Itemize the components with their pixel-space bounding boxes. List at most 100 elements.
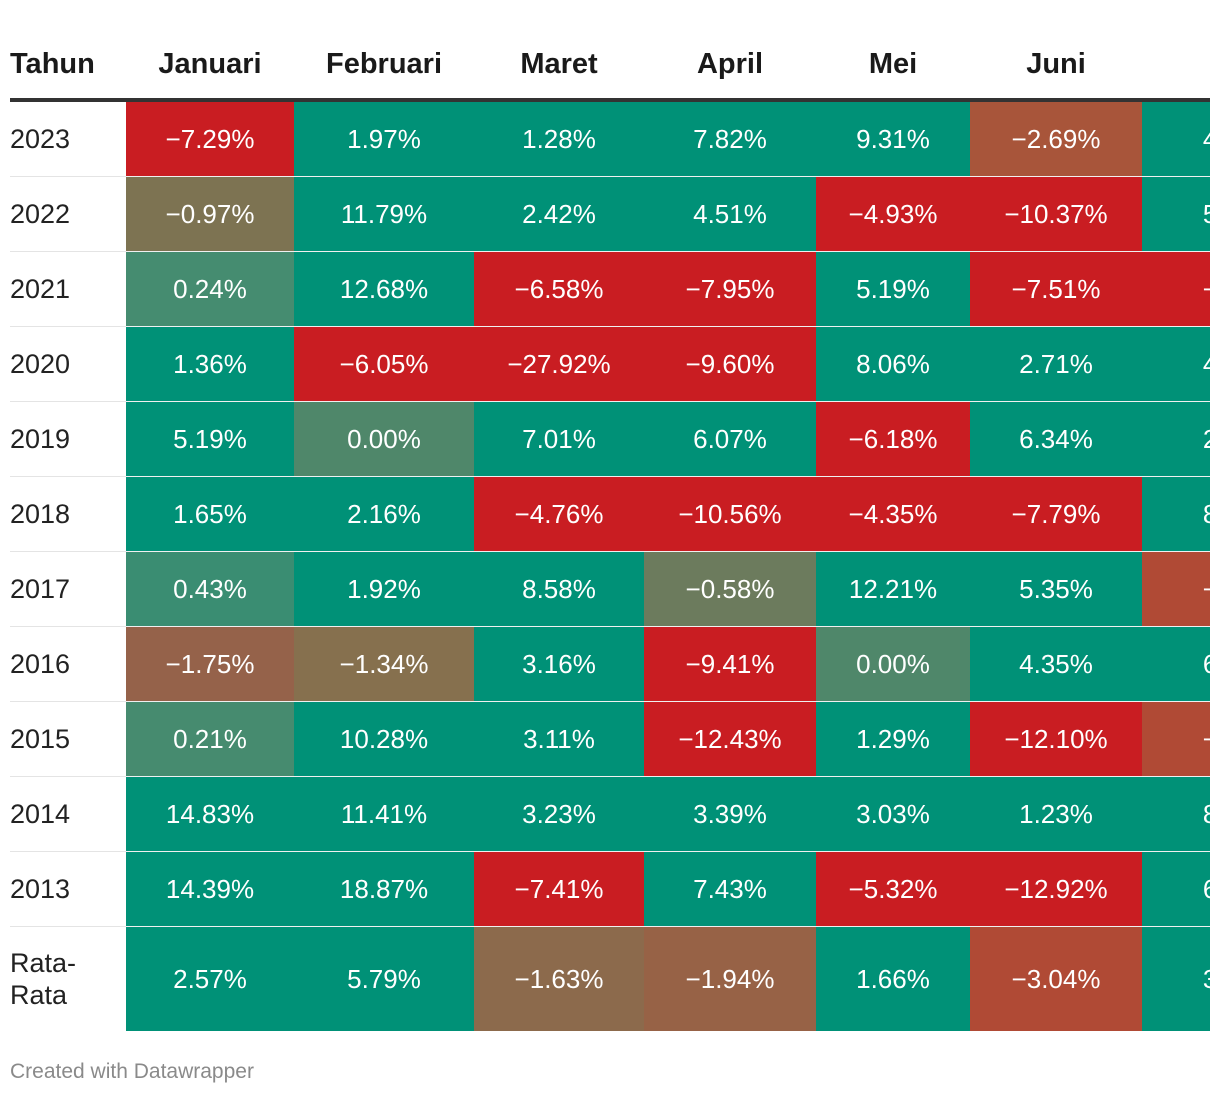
- heatmap-cell: 1.36%: [126, 326, 294, 402]
- heatmap-cell: 3.11%: [474, 701, 644, 777]
- heatmap-cell: 12.68%: [294, 251, 474, 327]
- heatmap-cell: 14.83%: [126, 776, 294, 852]
- heatmap-cell: 9.31%: [816, 100, 970, 177]
- heatmap-cell: 10.28%: [294, 701, 474, 777]
- heatmap-cell: −27.92%: [474, 326, 644, 402]
- heatmap-cell: 5.35%: [970, 551, 1142, 627]
- heatmap-cell: 8.06%: [816, 326, 970, 402]
- heatmap-cell: 1.97%: [294, 100, 474, 177]
- heatmap-cell: 6.34%: [970, 401, 1142, 477]
- returns-heatmap-table: TahunJanuariFebruariMaretAprilMeiJuniJ 2…: [10, 30, 1210, 1031]
- heatmap-cell: 3.39%: [644, 776, 816, 852]
- heatmap-cell: −9.60%: [644, 326, 816, 402]
- heatmap-cell: 1.23%: [970, 776, 1142, 852]
- heatmap-cell: 7.01%: [474, 401, 644, 477]
- heatmap-cell: −1.75%: [126, 626, 294, 702]
- heatmap-cell: −12.10%: [970, 701, 1142, 777]
- heatmap-cell: 2.71%: [970, 326, 1142, 402]
- heatmap-cell: −5.: [1142, 251, 1210, 327]
- heatmap-cell: 5.19%: [816, 251, 970, 327]
- heatmap-cell: 2.16%: [294, 476, 474, 552]
- heatmap-cell: 0.21%: [126, 701, 294, 777]
- heatmap-cell: 0.24%: [126, 251, 294, 327]
- heatmap-cell: 18.87%: [294, 851, 474, 927]
- column-header-month: Mei: [816, 30, 970, 102]
- table-row: 20201.36%−6.05%−27.92%−9.60%8.06%2.71%4.…: [10, 326, 1210, 402]
- heatmap-cell: −7.29%: [126, 100, 294, 177]
- heatmap-cell: −10.37%: [970, 176, 1142, 252]
- heatmap-cell: 5.79%: [294, 926, 474, 1031]
- heatmap-cell: 8.4: [1142, 776, 1210, 852]
- heatmap-cell: −12.43%: [644, 701, 816, 777]
- heatmap-cell: 7.43%: [644, 851, 816, 927]
- heatmap-cell: 1.92%: [294, 551, 474, 627]
- heatmap-cell: 6.07%: [644, 401, 816, 477]
- heatmap-cell: 7.82%: [644, 100, 816, 177]
- row-label: 2015: [10, 701, 126, 777]
- heatmap-cell: −12.92%: [970, 851, 1142, 927]
- heatmap-cell: 1.66%: [816, 926, 970, 1031]
- heatmap-cell: −4.76%: [474, 476, 644, 552]
- row-label: 2022: [10, 176, 126, 252]
- table-row: 2022−0.97%11.79%2.42%4.51%−4.93%−10.37%5…: [10, 176, 1210, 252]
- heatmap-cell: 5.19%: [126, 401, 294, 477]
- table-body: 2023−7.29%1.97%1.28%7.82%9.31%−2.69%4.12…: [10, 100, 1210, 1031]
- table-row: 2013 14.39% 18.87% −7.41% 7.43% −5.32% −12.92%…: [10, 851, 1210, 927]
- row-label: 2019: [10, 401, 126, 477]
- heatmap-cell: 0.00%: [816, 626, 970, 702]
- heatmap-cell: −0.58%: [644, 551, 816, 627]
- heatmap-cell: 1.28%: [474, 100, 644, 177]
- heatmap-cell: −7.79%: [970, 476, 1142, 552]
- heatmap-cell: 2.7: [1142, 401, 1210, 477]
- heatmap-cell: −7.51%: [970, 251, 1142, 327]
- heatmap-cell: 4.35%: [970, 626, 1142, 702]
- heatmap-cell: 6.4: [1142, 851, 1210, 927]
- heatmap-cell: −1.34%: [294, 626, 474, 702]
- heatmap-cell: −1.63%: [474, 926, 644, 1031]
- datawrapper-credit: Created with Datawrapper: [10, 1060, 254, 1083]
- table-row: 2016−1.75%−1.34%3.16%−9.41%0.00%4.35%6.7: [10, 626, 1210, 702]
- heatmap-cell: −4.35%: [816, 476, 970, 552]
- table-row: 20181.65%2.16%−4.76%−10.56%−4.35%−7.79%8…: [10, 476, 1210, 552]
- heatmap-cell: 6.7: [1142, 626, 1210, 702]
- column-header-month: J: [1142, 30, 1210, 102]
- heatmap-cell: 3.23%: [474, 776, 644, 852]
- heatmap-cell: −3.: [1142, 551, 1210, 627]
- table-header: TahunJanuariFebruariMaretAprilMeiJuniJ: [10, 30, 1210, 102]
- heatmap-cell: −6.58%: [474, 251, 644, 327]
- heatmap-cell: 8.58%: [474, 551, 644, 627]
- table-row: 20150.21%10.28%3.11%−12.43%1.29%−12.10%−…: [10, 701, 1210, 777]
- heatmap-table: TahunJanuariFebruariMaretAprilMeiJuniJ 2…: [10, 30, 1210, 1031]
- table-row: 20210.24%12.68%−6.58%−7.95%5.19%−7.51%−5…: [10, 251, 1210, 327]
- row-label: 2013: [10, 851, 126, 927]
- heatmap-cell: −0.97%: [126, 176, 294, 252]
- heatmap-cell: 2.57%: [126, 926, 294, 1031]
- row-label: 2016: [10, 626, 126, 702]
- heatmap-cell: −2.69%: [970, 100, 1142, 177]
- column-header-month: April: [644, 30, 816, 102]
- heatmap-cell: −7.95%: [644, 251, 816, 327]
- row-label: 2017: [10, 551, 126, 627]
- heatmap-cell: 2.42%: [474, 176, 644, 252]
- row-label: 2023: [10, 100, 126, 177]
- heatmap-cell: 4.51%: [644, 176, 816, 252]
- heatmap-cell: 1.65%: [126, 476, 294, 552]
- heatmap-cell: 5.0: [1142, 176, 1210, 252]
- row-label: 2018: [10, 476, 126, 552]
- column-header-month: Juni: [970, 30, 1142, 102]
- heatmap-cell: 1.29%: [816, 701, 970, 777]
- heatmap-cell: 3.03%: [816, 776, 970, 852]
- heatmap-cell: 4.1: [1142, 100, 1210, 177]
- row-label: 2014: [10, 776, 126, 852]
- heatmap-cell: 11.79%: [294, 176, 474, 252]
- header-row: TahunJanuariFebruariMaretAprilMeiJuniJ: [10, 30, 1210, 102]
- column-header-month: Januari: [126, 30, 294, 102]
- heatmap-cell: 3.16%: [474, 626, 644, 702]
- heatmap-cell: −4.93%: [816, 176, 970, 252]
- heatmap-cell: −6.18%: [816, 401, 970, 477]
- column-header-month: Maret: [474, 30, 644, 102]
- heatmap-cell: −1.94%: [644, 926, 816, 1031]
- column-header-month: Februari: [294, 30, 474, 102]
